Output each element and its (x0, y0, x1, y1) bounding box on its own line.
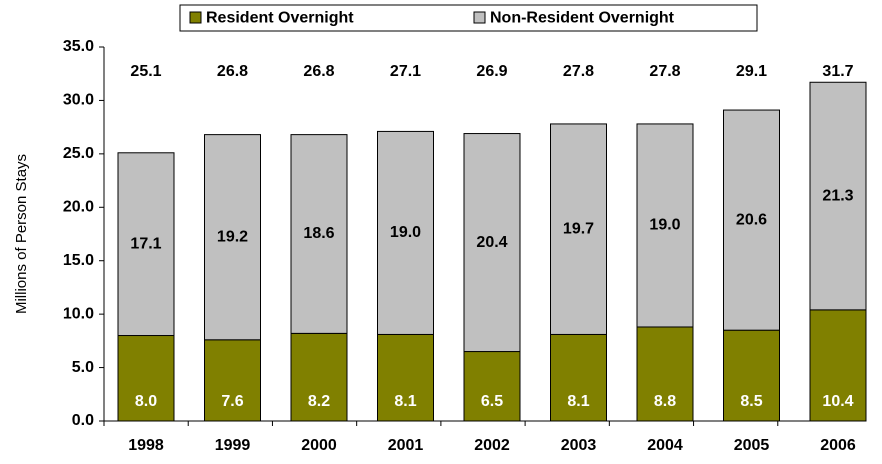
x-tick-label: 2002 (474, 437, 510, 454)
value-label: 19.2 (217, 228, 248, 245)
x-tick-label: 1998 (128, 437, 164, 454)
total-label: 31.7 (822, 63, 853, 80)
total-label: 29.1 (736, 63, 767, 80)
value-label: 20.6 (736, 211, 767, 228)
value-label: 8.2 (308, 393, 330, 410)
x-tick-label: 2000 (301, 437, 337, 454)
y-tick-label: 0.0 (72, 412, 94, 429)
total-label: 26.8 (217, 63, 248, 80)
value-label: 8.8 (654, 393, 676, 410)
bar-segment (117, 335, 175, 422)
y-tick-label: 5.0 (72, 359, 94, 376)
value-label: 19.7 (563, 220, 594, 237)
x-tick-label: 1999 (215, 437, 251, 454)
value-label: 7.6 (221, 393, 243, 410)
bar-segment (290, 332, 348, 422)
bar-segment (377, 333, 434, 422)
bar-segment (723, 109, 780, 331)
y-tick-label: 20.0 (63, 199, 94, 216)
value-label: 6.5 (481, 393, 503, 410)
value-label: 8.1 (394, 393, 416, 410)
value-label: 18.6 (303, 225, 334, 242)
value-label: 10.4 (822, 393, 853, 410)
y-tick-label: 30.0 (63, 92, 94, 109)
bar-segment (377, 130, 434, 335)
value-label: 8.0 (135, 393, 157, 410)
x-tick-label: 2004 (647, 437, 683, 454)
bar-segment (550, 123, 607, 335)
bar-segment (290, 134, 348, 334)
total-label: 27.1 (390, 63, 421, 80)
bar-segment (723, 329, 780, 422)
x-tick-label: 2005 (734, 437, 770, 454)
value-label: 21.3 (822, 187, 853, 204)
value-label: 20.4 (476, 234, 507, 251)
bar-segment (550, 333, 607, 422)
bar-segment (204, 134, 261, 341)
total-label: 27.8 (649, 63, 680, 80)
value-label: 8.5 (740, 393, 762, 410)
value-label: 19.0 (649, 217, 680, 234)
bar-segment (636, 326, 694, 422)
bar-segment (636, 123, 694, 328)
bar-segment (463, 133, 521, 353)
bar-segment (463, 351, 521, 422)
y-axis-title: Millions of Person Stays (13, 154, 30, 314)
total-label: 26.8 (303, 63, 334, 80)
bar-segment (809, 81, 867, 311)
legend-swatch (473, 11, 486, 24)
x-tick-label: 2003 (561, 437, 597, 454)
legend-box (179, 4, 758, 32)
legend-label: Non-Resident Overnight (490, 10, 675, 27)
total-label: 25.1 (130, 63, 161, 80)
bar-segment (809, 309, 867, 422)
value-label: 19.0 (390, 224, 421, 241)
x-tick-label: 2001 (388, 437, 424, 454)
bar-segment (117, 152, 175, 337)
y-tick-label: 35.0 (63, 38, 94, 55)
y-tick-label: 25.0 (63, 145, 94, 162)
y-tick-label: 10.0 (63, 305, 94, 322)
value-label: 8.1 (567, 393, 589, 410)
y-tick-label: 15.0 (63, 252, 94, 269)
legend-label: Resident Overnight (206, 10, 354, 27)
legend-swatch (189, 11, 202, 24)
x-tick-label: 2006 (820, 437, 856, 454)
total-label: 27.8 (563, 63, 594, 80)
total-label: 26.9 (476, 63, 507, 80)
bar-segment (204, 339, 261, 422)
value-label: 17.1 (130, 235, 161, 252)
